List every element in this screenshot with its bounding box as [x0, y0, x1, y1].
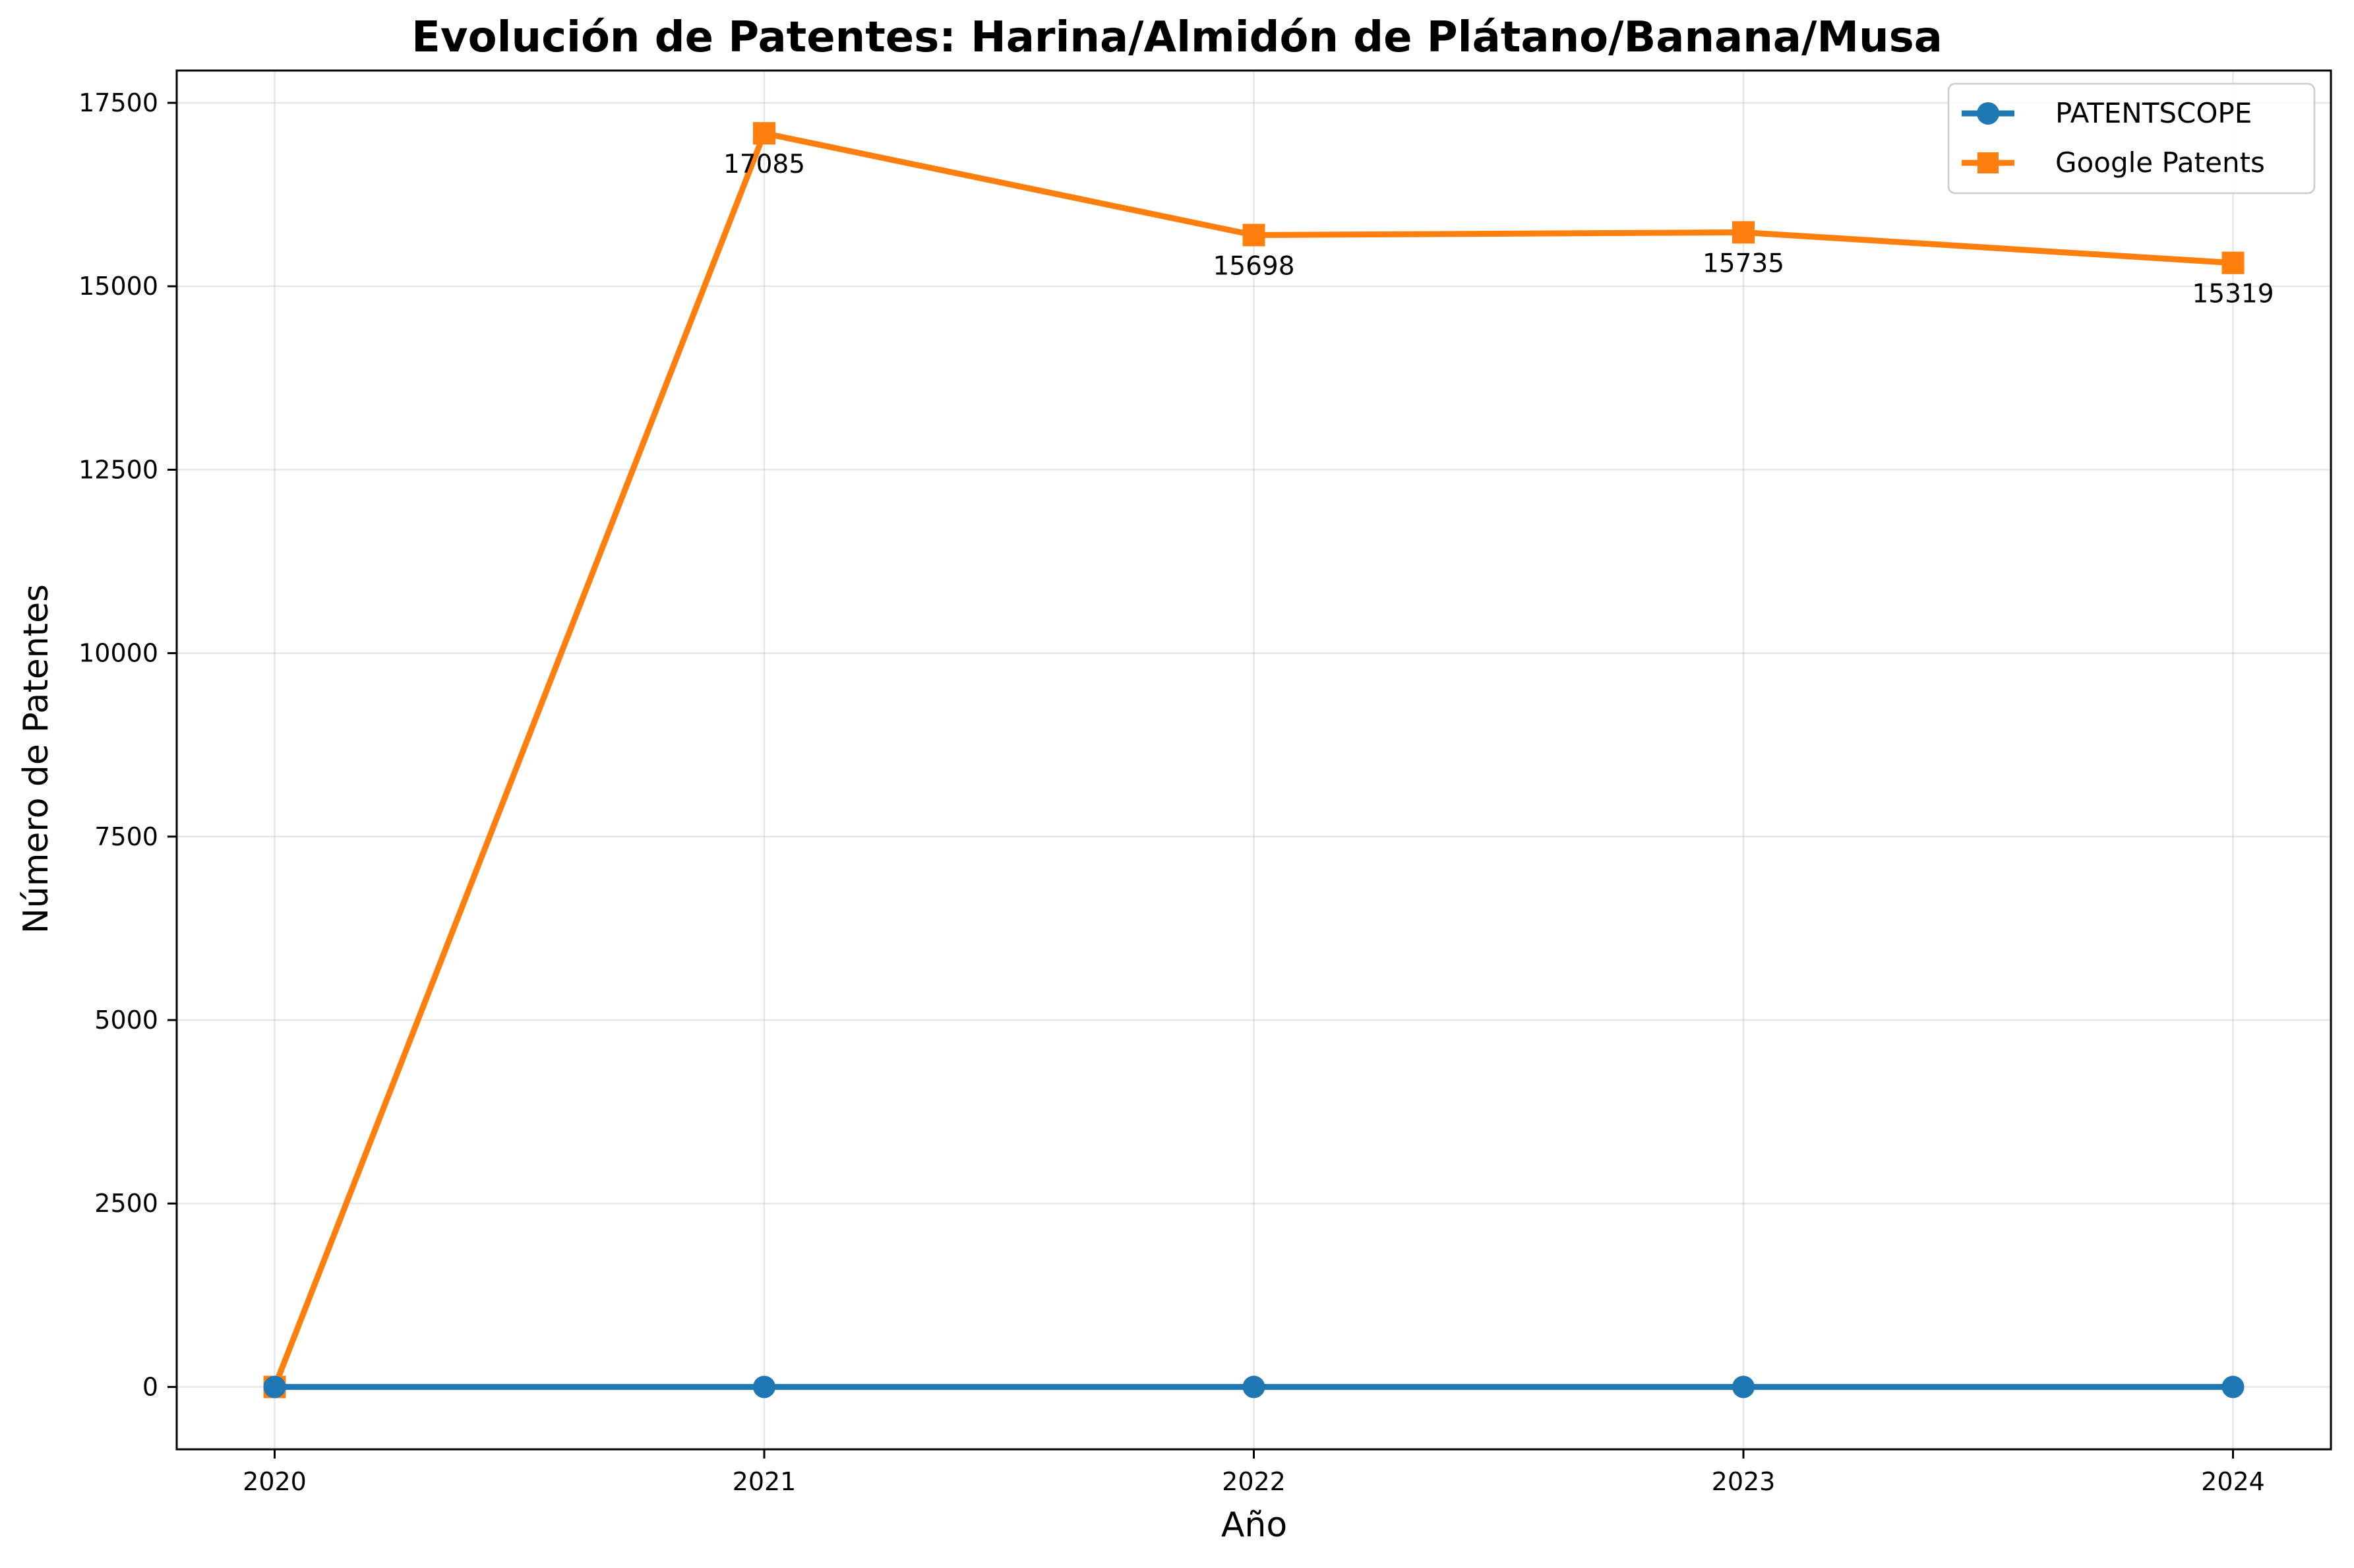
axis-ticks: 0 2500 5000 7500 10000 12500 15000 17500 2020 202…	[78, 88, 2265, 1496]
data-point-google-patents	[1732, 221, 1755, 243]
x-tick-label: 2023	[1712, 1467, 1776, 1496]
data-point-patentscope	[1732, 1375, 1755, 1398]
x-axis-label: Año	[1221, 1505, 1287, 1545]
y-tick-label: 12500	[78, 455, 158, 484]
y-tick-label: 2500	[94, 1189, 158, 1218]
y-tick-label: 10000	[78, 639, 158, 668]
data-label-google-patents: 15735	[1703, 249, 1784, 278]
data-point-google-patents	[2222, 252, 2245, 274]
y-tick-label: 0	[142, 1372, 158, 1401]
data-label-google-patents: 15319	[2192, 280, 2274, 309]
x-tick-label: 2020	[243, 1467, 307, 1496]
data-point-patentscope	[1243, 1375, 1265, 1398]
x-tick-label: 2024	[2201, 1467, 2265, 1496]
data-point-patentscope	[264, 1375, 286, 1398]
data-point-google-patents	[753, 122, 775, 144]
chart-title: Evolución de Patentes: Harina/Almidón de…	[411, 13, 1943, 62]
y-axis-label: Número de Patentes	[16, 584, 56, 934]
legend-marker-google-patents	[1977, 152, 1999, 173]
y-tick-label: 17500	[78, 88, 158, 117]
y-tick-label: 7500	[94, 822, 158, 851]
legend-marker-patentscope	[1977, 102, 1999, 125]
y-tick-label: 15000	[78, 272, 158, 301]
data-point-google-patents	[1243, 224, 1265, 246]
data-point-patentscope	[2222, 1375, 2245, 1398]
data-label-google-patents: 17085	[723, 150, 805, 179]
legend-label-patentscope: PATENTSCOPE	[2055, 97, 2252, 129]
x-tick-label: 2021	[733, 1467, 797, 1496]
x-tick-label: 2022	[1222, 1467, 1286, 1496]
legend-label-google-patents: Google Patents	[2055, 146, 2265, 179]
y-tick-label: 5000	[94, 1006, 158, 1035]
data-point-patentscope	[753, 1375, 775, 1398]
data-label-google-patents: 15698	[1213, 251, 1294, 281]
legend: PATENTSCOPE Google Patents	[1948, 84, 2314, 193]
